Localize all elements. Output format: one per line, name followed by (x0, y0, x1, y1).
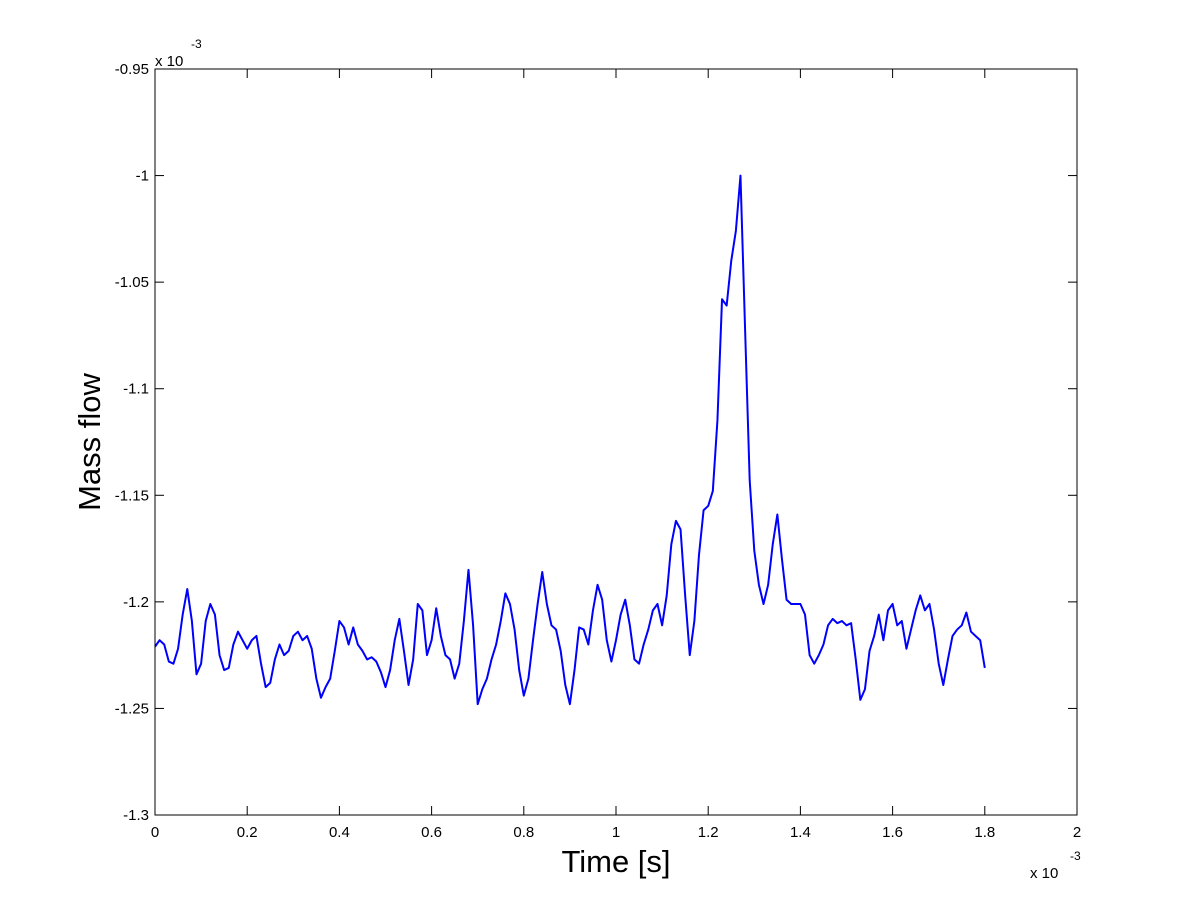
y-tick-label: -1.05 (115, 274, 149, 291)
y-tick-label: -1.25 (115, 700, 149, 717)
data-line (154, 174, 986, 706)
y-axis-label: Mass flow (72, 372, 107, 510)
y-tick-label: -1.2 (123, 594, 149, 611)
x-tick-label: 1.6 (882, 824, 903, 841)
x-tick-label: 0 (151, 824, 159, 841)
y-tick-label: -1.15 (115, 487, 149, 504)
x-tick-label: 0.4 (329, 824, 350, 841)
x-multiplier-base: x 10 (1030, 865, 1058, 882)
x-tick-label: 0.2 (237, 824, 258, 841)
x-tick-label: 1.8 (974, 824, 995, 841)
y-tick-label: -1 (136, 168, 149, 185)
x-multiplier-exponent: -3 (1070, 849, 1081, 863)
y-tick-label: -0.95 (115, 61, 149, 78)
y-multiplier-exponent: -3 (191, 37, 202, 51)
y-tick-label: -1.1 (123, 381, 149, 398)
y-tick-label: -1.3 (123, 807, 149, 824)
x-tick-label: 1.2 (698, 824, 719, 841)
x-axis-label: Time [s] (561, 844, 670, 879)
plot-area (154, 174, 986, 706)
y-multiplier-base: x 10 (155, 53, 183, 70)
x-tick-label: 1.4 (790, 824, 811, 841)
x-tick-label: 1 (612, 824, 620, 841)
x-tick-label: 2 (1073, 824, 1081, 841)
x-tick-label: 0.8 (513, 824, 534, 841)
x-tick-label: 0.6 (421, 824, 442, 841)
